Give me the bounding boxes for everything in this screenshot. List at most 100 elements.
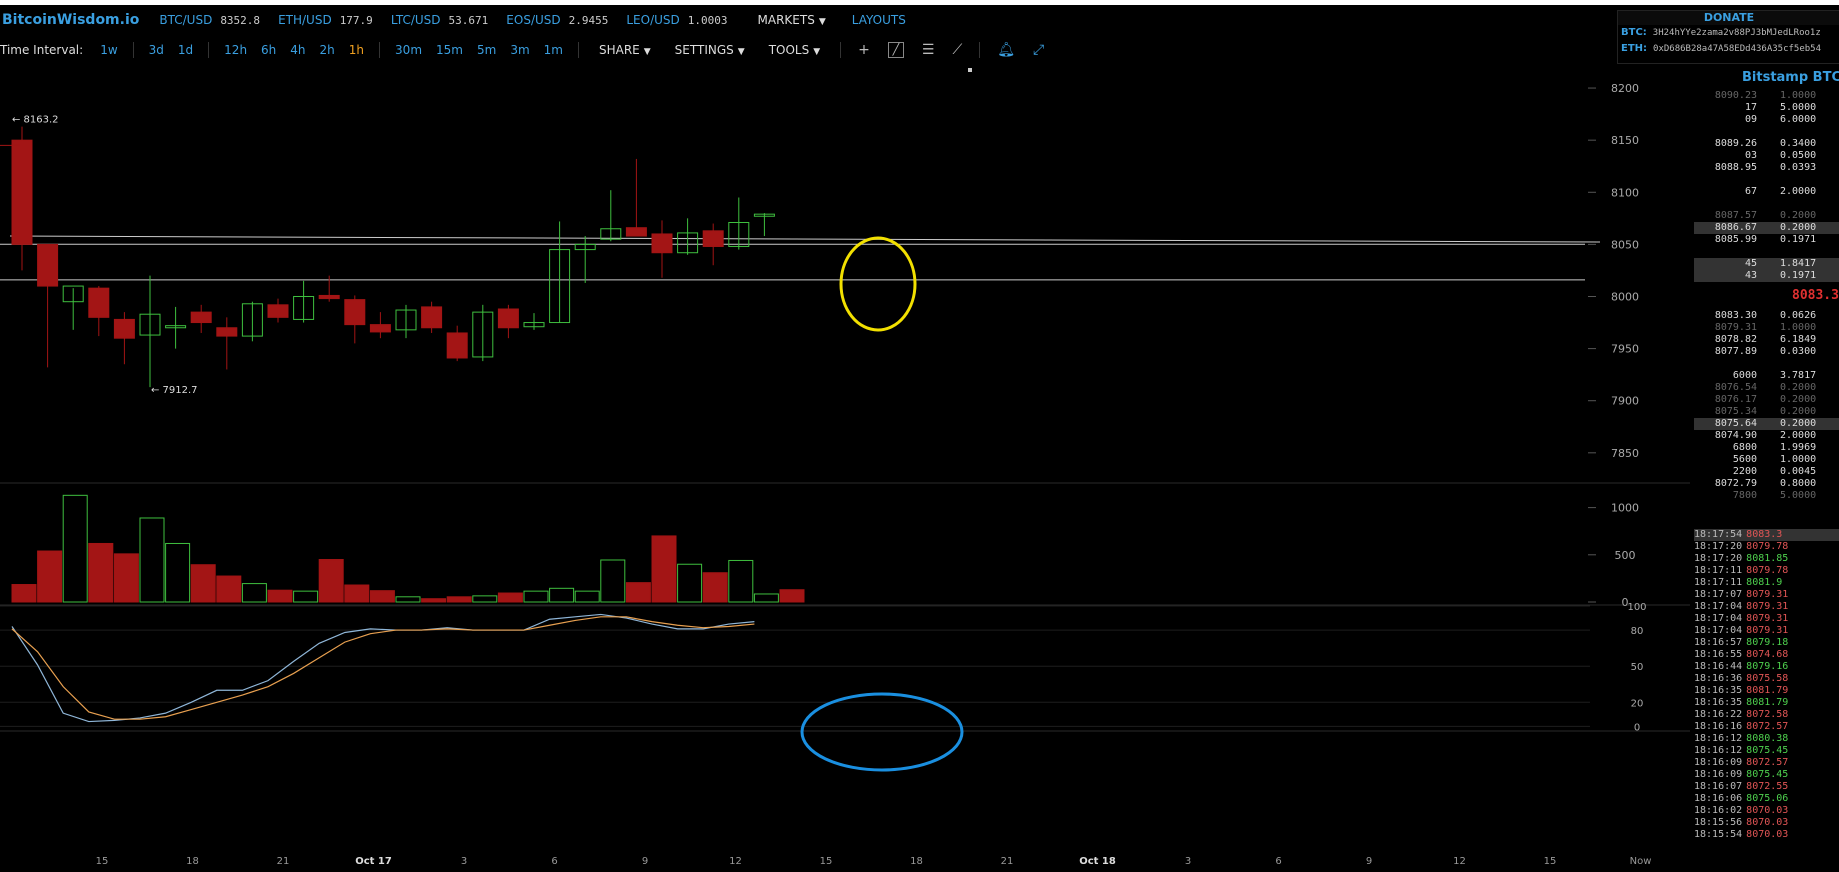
settings-menu[interactable]: SETTINGS ▼ xyxy=(675,43,745,57)
interval-6h[interactable]: 6h xyxy=(261,43,277,57)
orderbook-ask-row[interactable]: 8089.26 0.3400 xyxy=(1694,138,1839,150)
order-price: 09 xyxy=(1744,114,1757,125)
orderbook-ask-row[interactable] xyxy=(1694,246,1839,258)
x-axis-label: 18 xyxy=(186,856,199,867)
ticker-btc[interactable]: BTC/USD 8352.8 xyxy=(159,13,260,27)
order-amount: 0.0300 xyxy=(1780,346,1817,357)
trade-row: 18:16:36 8075.58 xyxy=(1694,673,1839,685)
orderbook-ask-row[interactable]: 8085.99 0.1971 xyxy=(1694,234,1839,246)
ticker-ltc[interactable]: LTC/USD 53.671 xyxy=(391,13,488,27)
interval-2h[interactable]: 2h xyxy=(319,43,335,57)
candle-body xyxy=(600,228,622,240)
interval-1h[interactable]: 1h xyxy=(348,43,365,57)
markets-menu[interactable]: MARKETS ▼ xyxy=(758,13,826,27)
horizontal-lines-icon[interactable]: ☰ xyxy=(921,42,935,58)
interval-5m[interactable]: 5m xyxy=(476,43,497,57)
ticker-eth[interactable]: ETH/USD 177.9 xyxy=(278,13,373,27)
trade-price: 8074.68 xyxy=(1746,649,1789,660)
candle-body xyxy=(113,318,135,339)
ticker-symbol: BTC/USD xyxy=(159,13,213,27)
orderbook-bid-row[interactable]: 8079.31 1.0000 xyxy=(1694,322,1839,334)
orderbook-bid-row[interactable]: 8075.34 0.2000 xyxy=(1694,406,1839,418)
orderbook-bid-row[interactable] xyxy=(1694,358,1839,370)
support-line xyxy=(9,235,1601,243)
interval-1d[interactable]: 1d xyxy=(177,43,194,57)
line-tool-icon[interactable]: ╱ xyxy=(887,42,904,58)
tools-menu[interactable]: TOOLS ▼ xyxy=(769,43,820,57)
orderbook-ask-row[interactable]: 45 1.8417 xyxy=(1694,258,1839,270)
candle-body xyxy=(523,322,545,328)
market-title: Bitstamp BTC/ xyxy=(1742,70,1839,85)
orderbook-bid-row[interactable]: 8074.90 2.0000 xyxy=(1694,430,1839,442)
orderbook-bid-row[interactable]: 5600 1.0000 xyxy=(1694,454,1839,466)
fib-fan-icon[interactable]: ⟋ xyxy=(952,42,963,58)
orderbook-bid-row[interactable]: 8072.79 0.8000 xyxy=(1694,478,1839,490)
orderbook-ask-row[interactable] xyxy=(1694,126,1839,138)
eth-address[interactable]: 0xD686B28a47A58EDd436A35cf5eb54 xyxy=(1653,44,1822,54)
trade-row: 18:17:11 8079.78 xyxy=(1694,565,1839,577)
interval-12h[interactable]: 12h xyxy=(224,43,248,57)
trade-row: 18:16:55 8074.68 xyxy=(1694,649,1839,661)
layouts-link[interactable]: LAYOUTS xyxy=(851,13,906,27)
orderbook-bid-row[interactable]: 6800 1.9969 xyxy=(1694,442,1839,454)
price-chart-svg[interactable]: 7850790079508000805081008150820005001000… xyxy=(0,62,1690,869)
candle-body xyxy=(241,303,263,337)
interval-1w[interactable]: 1w xyxy=(100,43,118,57)
orderbook-bid-row[interactable]: 2200 0.0045 xyxy=(1694,466,1839,478)
orderbook-ask-row[interactable]: 67 2.0000 xyxy=(1694,186,1839,198)
orderbook-bid-row[interactable]: 8078.82 6.1849 xyxy=(1694,334,1839,346)
volume-bar xyxy=(344,584,370,603)
ticker-price: 177.9 xyxy=(339,13,373,27)
orderbook-bid-row[interactable]: 8077.89 0.0300 xyxy=(1694,346,1839,358)
order-amount: 1.9969 xyxy=(1780,442,1817,453)
interval-3d[interactable]: 3d xyxy=(148,43,164,57)
ticker-leo[interactable]: LEO/USD 1.0003 xyxy=(626,13,727,27)
order-amount: 0.2000 xyxy=(1780,418,1817,429)
orderbook-bid-row[interactable]: 8076.54 0.2000 xyxy=(1694,382,1839,394)
orderbook-ask-row[interactable]: 09 6.0000 xyxy=(1694,114,1839,126)
chart-area[interactable]: 7850 7900 7950 8000 8050 8100 8150 8200 0 500 1000… xyxy=(0,62,1690,869)
crosshair-icon[interactable]: + xyxy=(858,42,870,58)
orderbook-ask-row[interactable]: 8086.67 0.2000 xyxy=(1694,222,1839,234)
volume-bar xyxy=(753,593,779,603)
orderbook-ask-row[interactable]: 43 0.1971 xyxy=(1694,270,1839,282)
bell-icon[interactable]: 🔔︎ xyxy=(997,42,1016,58)
candle-body xyxy=(497,308,519,329)
trade-price: 8079.31 xyxy=(1746,601,1789,612)
trade-time: 18:16:44 xyxy=(1694,661,1743,672)
orderbook-bid-row[interactable]: 7800 5.0000 xyxy=(1694,490,1839,502)
divider xyxy=(132,42,134,58)
orderbook-ask-row[interactable] xyxy=(1694,198,1839,210)
orderbook-bid-row[interactable]: 8083.30 0.0626 xyxy=(1694,310,1839,322)
orderbook-ask-row[interactable] xyxy=(1694,174,1839,186)
ticker-eos[interactable]: EOS/USD 2.9455 xyxy=(506,13,608,27)
orderbook-ask-row[interactable]: 03 0.0500 xyxy=(1694,150,1839,162)
orderbook-ask-row[interactable]: 17 5.0000 xyxy=(1694,102,1839,114)
high-price-label: ← 8163.2 xyxy=(12,115,59,126)
candle-body xyxy=(702,230,724,247)
interval-1m[interactable]: 1m xyxy=(543,43,563,57)
share-menu[interactable]: SHARE ▼ xyxy=(599,43,651,57)
trade-time: 18:15:54 xyxy=(1694,829,1743,840)
orderbook-bid-row[interactable]: 8076.17 0.2000 xyxy=(1694,394,1839,406)
fullscreen-icon[interactable]: ⤢ xyxy=(1033,42,1045,58)
trade-row: 18:16:09 8072.57 xyxy=(1694,757,1839,769)
orderbook-bid-row[interactable]: 8075.64 0.2000 xyxy=(1694,418,1839,430)
candle-body xyxy=(139,313,161,336)
order-amount: 2.0000 xyxy=(1780,186,1817,197)
orderbook-ask-row[interactable]: 8087.57 0.2000 xyxy=(1694,210,1839,222)
interval-15m[interactable]: 15m xyxy=(436,43,463,57)
candle-body xyxy=(446,332,468,359)
orderbook-ask-row[interactable]: 8088.95 0.0393 xyxy=(1694,162,1839,174)
orderbook-bid-row[interactable]: 6000 3.7817 xyxy=(1694,370,1839,382)
btc-address[interactable]: 3H24hYYe2zama2v88PJ3bMJedLRoo1z xyxy=(1652,28,1821,38)
orderbook-ask-row[interactable]: 8090.23 1.0000 xyxy=(1694,90,1839,102)
order-price: 8088.95 xyxy=(1714,162,1757,173)
trade-row: 18:16:35 8081.79 xyxy=(1694,685,1839,697)
site-logo[interactable]: BitcoinWisdom.io xyxy=(2,12,140,28)
interval-3m[interactable]: 3m xyxy=(510,43,530,57)
interval-30m[interactable]: 30m xyxy=(395,43,423,57)
price-tick-label: 8100 xyxy=(1611,186,1639,199)
volume-tick-label: 500 xyxy=(1615,549,1636,562)
interval-4h[interactable]: 4h xyxy=(290,43,306,57)
